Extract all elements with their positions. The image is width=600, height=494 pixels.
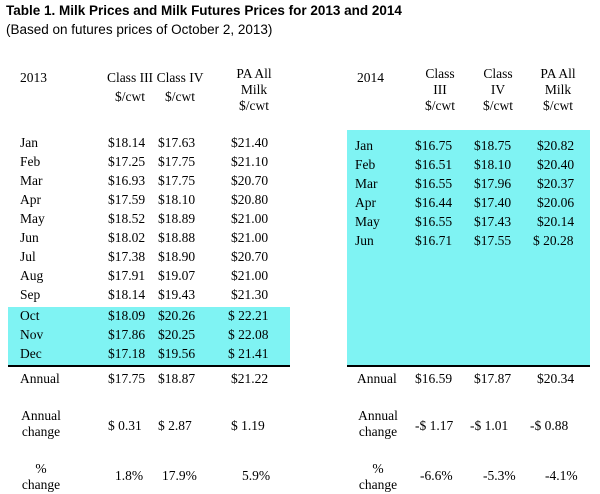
left-total-rule — [8, 365, 290, 367]
right-total-rule — [347, 365, 590, 367]
right-forecast-highlight — [347, 130, 590, 366]
left-forecast-highlight — [8, 307, 290, 366]
right-col2-header: Class IV $/cwt — [483, 66, 513, 113]
left-col1-header: Class III $/cwt — [106, 70, 154, 104]
right-year-header: 2014 — [357, 70, 384, 85]
left-year-header: 2013 — [20, 70, 47, 85]
left-col2-header: Class IV $/cwt — [156, 70, 204, 104]
left-col3-header: PA All Milk $/cwt — [236, 66, 272, 113]
right-col3-header: PA All Milk $/cwt — [540, 66, 576, 113]
table-title: Table 1. Milk Prices and Milk Futures Pr… — [6, 3, 402, 18]
table-subtitle: (Based on futures prices of October 2, 2… — [6, 22, 273, 37]
right-col1-header: Class III $/cwt — [425, 66, 455, 113]
